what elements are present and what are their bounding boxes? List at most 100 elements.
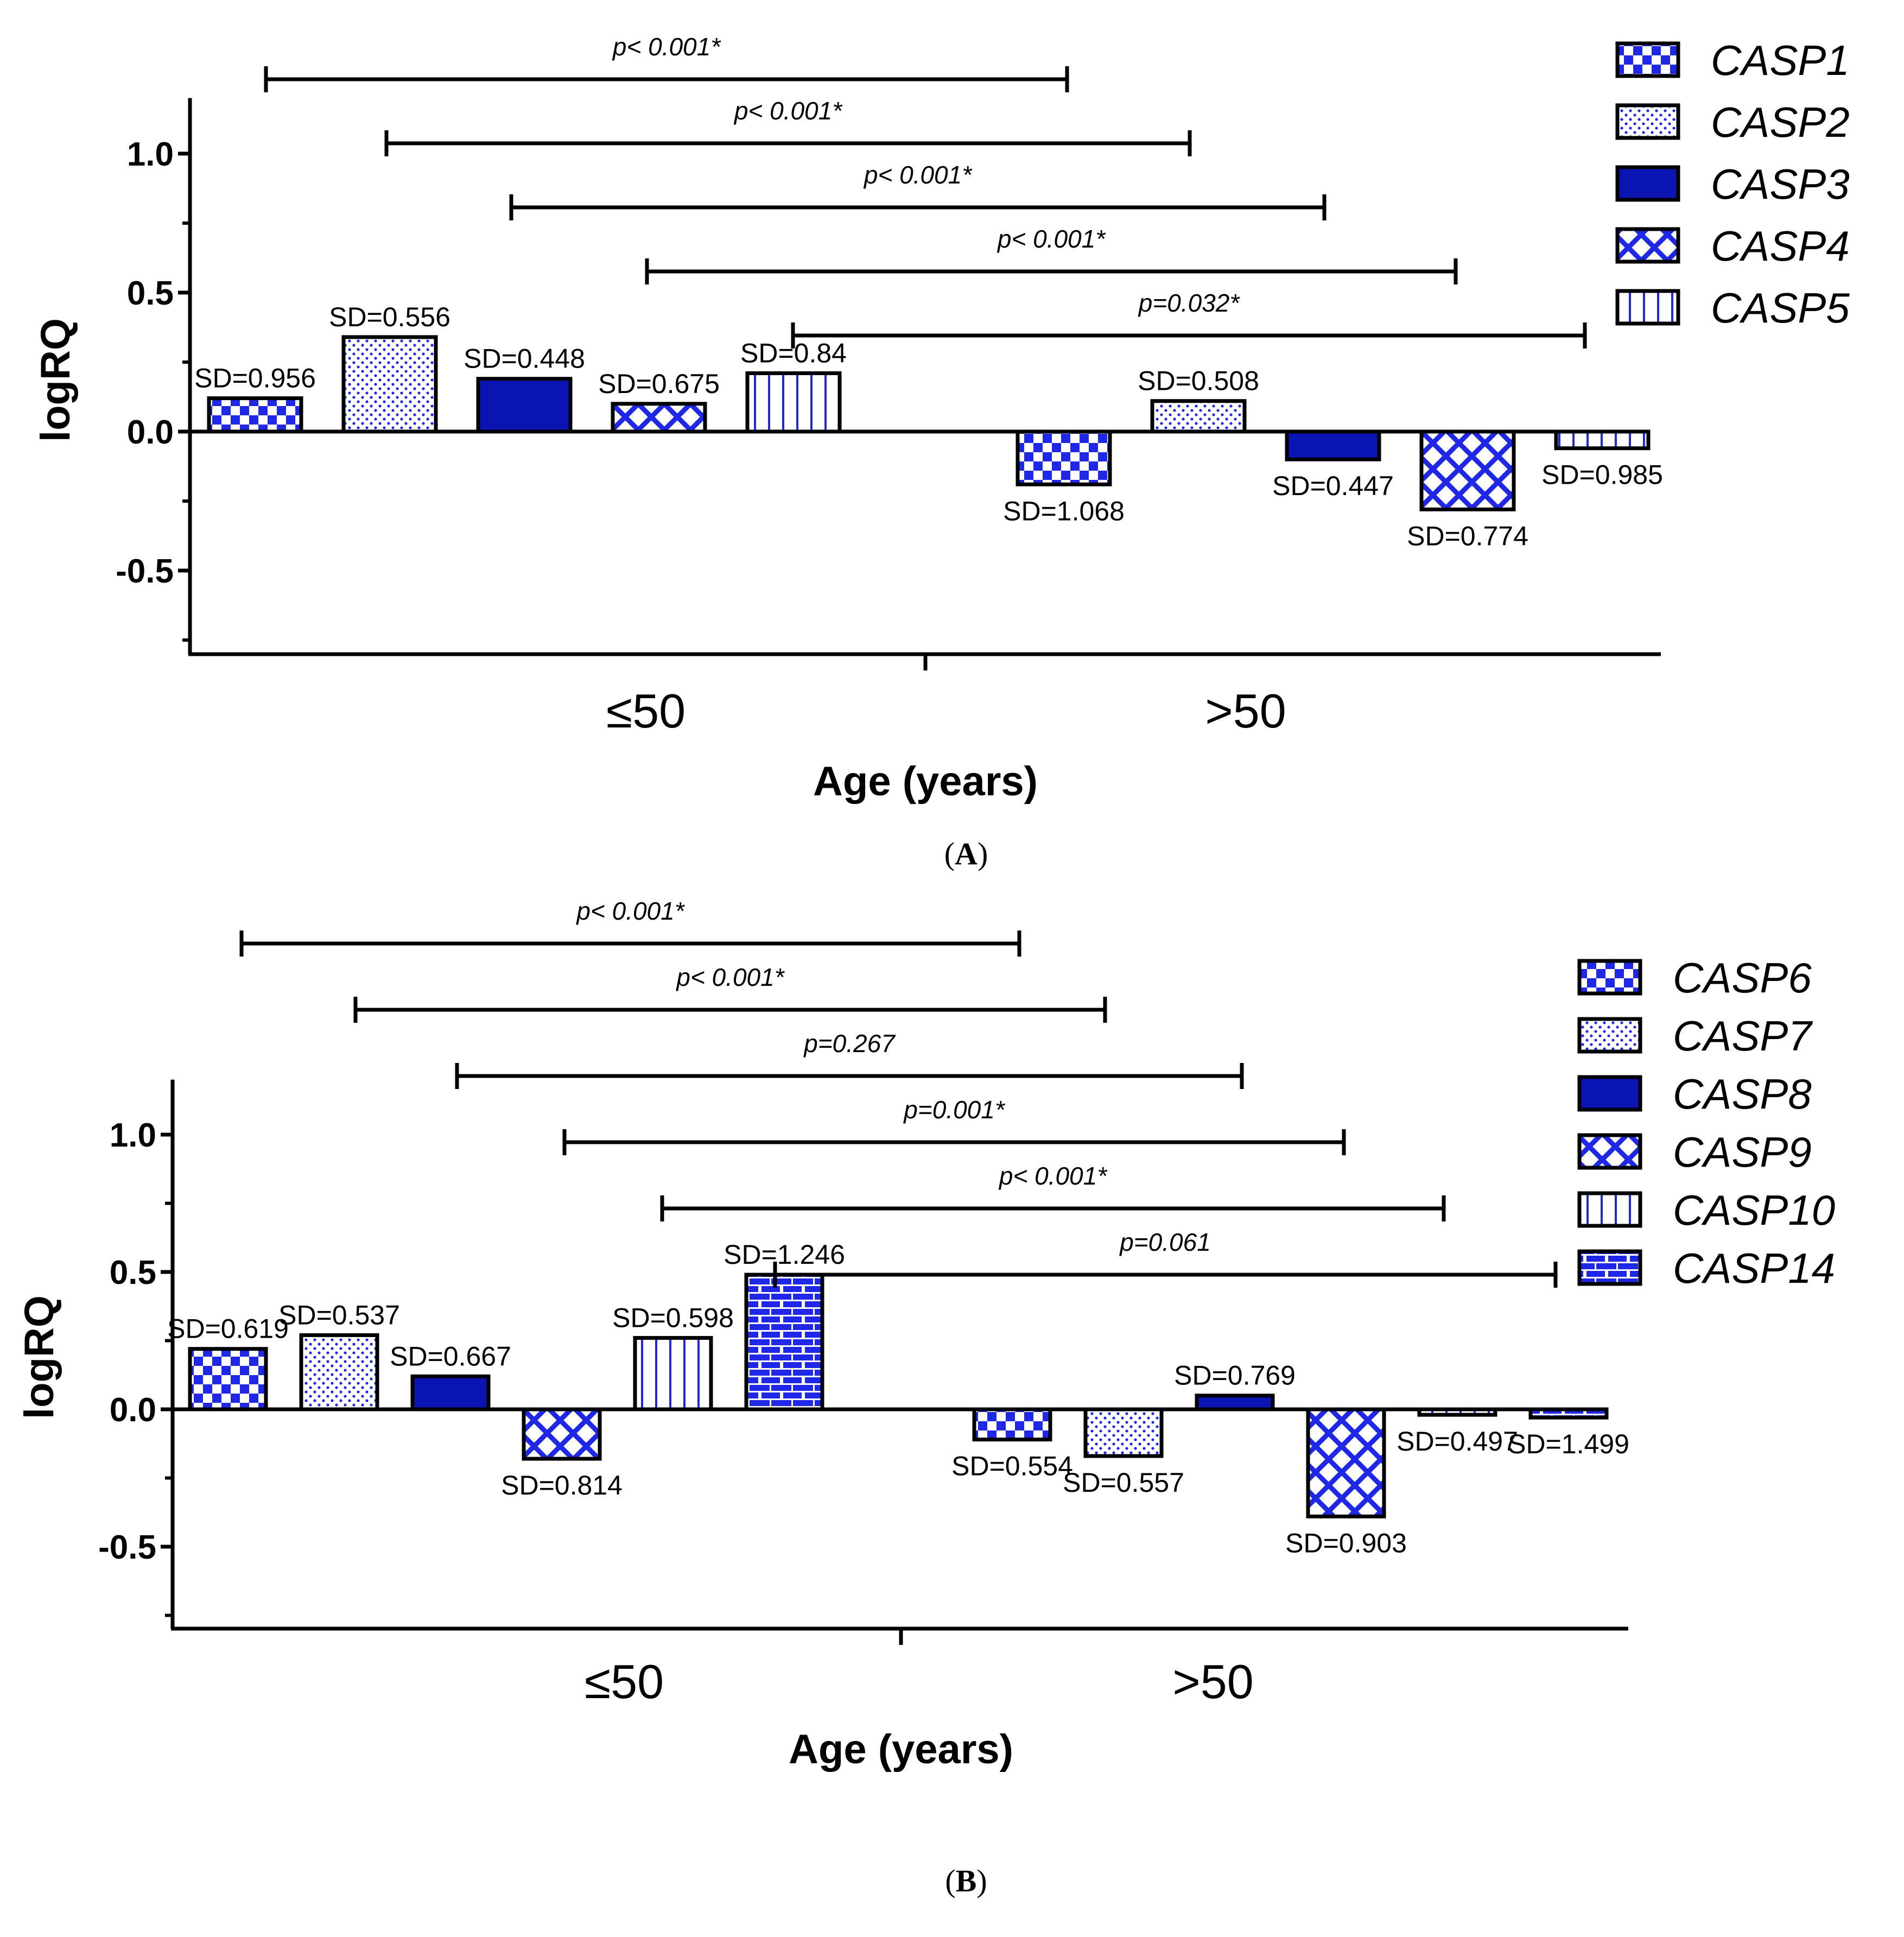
bar-casp1-le50 xyxy=(207,396,303,434)
legend-swatch xyxy=(1577,1075,1642,1112)
p-value-label: p< 0.001* xyxy=(575,897,685,925)
bar-casp2-gt50 xyxy=(1150,399,1247,434)
bar-casp4-gt50 xyxy=(1419,429,1516,511)
sd-label-casp6-le50: SD=0.619 xyxy=(167,1314,289,1344)
legend-entry-casp4: CASP4 xyxy=(1615,222,1850,270)
panel-a-caption-letter: A xyxy=(955,836,978,871)
sd-label-casp2-gt50: SD=0.508 xyxy=(1138,366,1259,396)
legend-entry-casp2: CASP2 xyxy=(1615,98,1850,146)
legend-entry-casp5: CASP5 xyxy=(1615,284,1850,332)
sd-label-casp6-gt50: SD=0.554 xyxy=(951,1451,1073,1482)
sd-label-casp10-gt50: SD=0.497 xyxy=(1397,1426,1518,1457)
panel-b-y-axis-label: logRQ xyxy=(16,1295,62,1419)
p-value-label: p=0.061 xyxy=(1119,1228,1211,1256)
significance-bracket-casp8: p=0.267 xyxy=(455,1029,1244,1089)
sd-label-casp8-le50: SD=0.667 xyxy=(390,1341,511,1371)
panel-a-y-axis-label: logRQ xyxy=(33,318,79,442)
bar-casp10-le50 xyxy=(633,1335,713,1411)
legend-swatch xyxy=(1615,165,1680,202)
sd-label-casp9-le50: SD=0.814 xyxy=(501,1470,623,1501)
bar-casp5-gt50 xyxy=(1554,429,1651,451)
panel-a-x-axis-label: Age (years) xyxy=(813,758,1038,805)
panel-b-caption-letter: B xyxy=(956,1863,977,1898)
panel-a-caption-close: ) xyxy=(978,836,988,871)
significance-bracket-casp3: p< 0.001* xyxy=(509,161,1327,220)
significance-bracket-casp10: p< 0.001* xyxy=(660,1162,1446,1221)
bar-casp4-le50 xyxy=(611,402,707,434)
panel-a-ytick-label: -0.5 xyxy=(116,553,174,590)
legend-entry-casp6: CASP6 xyxy=(1577,954,1812,1002)
legend-label: CASP3 xyxy=(1711,160,1850,208)
panel-a-caption: (A) xyxy=(944,836,988,871)
p-value-label: p=0.001* xyxy=(903,1096,1006,1124)
legend-swatch xyxy=(1577,1017,1642,1054)
bar-casp9-gt50 xyxy=(1306,1407,1386,1518)
bar-casp2-le50 xyxy=(341,335,438,434)
sd-label-casp10-le50: SD=0.598 xyxy=(612,1302,734,1333)
bar-casp3-gt50 xyxy=(1285,429,1381,461)
legend-swatch xyxy=(1615,41,1680,78)
panel-b-caption: (B) xyxy=(945,1863,987,1898)
p-value-label: p< 0.001* xyxy=(733,97,843,125)
p-value-label: p< 0.001* xyxy=(998,1162,1108,1190)
bar-casp8-gt50 xyxy=(1195,1394,1275,1411)
bar-casp14-le50 xyxy=(744,1273,824,1411)
legend-label: CASP7 xyxy=(1673,1012,1813,1060)
bar-casp1-gt50 xyxy=(1016,429,1112,486)
bar-casp5-le50 xyxy=(745,371,842,434)
sd-label-casp8-gt50: SD=0.769 xyxy=(1174,1360,1296,1391)
legend-label: CASP1 xyxy=(1711,36,1850,84)
legend-entry-casp9: CASP9 xyxy=(1577,1128,1812,1176)
significance-bracket-casp1: p< 0.001* xyxy=(264,33,1069,92)
panel-a-ytick-label: 0.5 xyxy=(127,275,174,312)
chart-panel-b: 1.0 0.5 0.0 -0.5 logRQ Age (years) ≤50 >50 SD=0.… xyxy=(16,897,1835,1773)
legend-entry-casp1: CASP1 xyxy=(1615,36,1850,84)
panel-b-x-axis-label: Age (years) xyxy=(789,1726,1013,1773)
legend-label: CASP2 xyxy=(1711,98,1850,146)
legend-label: CASP8 xyxy=(1673,1070,1812,1118)
legend-swatch xyxy=(1577,1249,1642,1286)
legend-swatch xyxy=(1577,1133,1642,1170)
significance-bracket-casp2: p< 0.001* xyxy=(384,97,1192,156)
panel-b-caption-close: ) xyxy=(976,1863,987,1898)
panel-b-ytick-label: 0.0 xyxy=(110,1391,156,1429)
bar-casp7-gt50 xyxy=(1083,1407,1164,1458)
p-value-label: p=0.032* xyxy=(1138,289,1241,317)
legend-swatch xyxy=(1615,103,1680,140)
significance-bracket-casp5: p=0.032* xyxy=(791,289,1587,349)
legend-swatch xyxy=(1577,959,1642,996)
sd-label-casp3-le50: SD=0.448 xyxy=(464,344,585,374)
significance-bracket-casp6: p< 0.001* xyxy=(239,897,1021,957)
legend-label: CASP6 xyxy=(1673,954,1812,1002)
legend-swatch xyxy=(1577,1191,1642,1228)
chart-panel-a: 1.0 0.5 0.0 -0.5 logRQ Age (years) ≤50 >50 SD=0.… xyxy=(33,33,1850,805)
bar-casp6-le50 xyxy=(188,1347,268,1411)
bar-casp9-le50 xyxy=(522,1407,602,1461)
legend-entry-casp8: CASP8 xyxy=(1577,1070,1812,1118)
panel-a-ytick-label: 1.0 xyxy=(127,136,174,173)
sd-label-casp1-le50: SD=0.956 xyxy=(194,363,316,394)
panel-b-caption-open: ( xyxy=(945,1863,955,1898)
bar-casp8-le50 xyxy=(410,1374,491,1411)
sd-label-casp3-gt50: SD=0.447 xyxy=(1272,471,1394,501)
sd-label-casp7-le50: SD=0.537 xyxy=(278,1300,400,1330)
legend-entry-casp7: CASP7 xyxy=(1577,1012,1813,1060)
significance-bracket-casp14: p=0.061 xyxy=(773,1228,1558,1288)
legend-swatch xyxy=(1615,227,1680,264)
panel-b-ytick-label: 1.0 xyxy=(110,1117,156,1154)
legend-entry-casp10: CASP10 xyxy=(1577,1186,1835,1234)
legend-label: CASP14 xyxy=(1673,1244,1835,1292)
sd-label-casp7-gt50: SD=0.557 xyxy=(1063,1467,1184,1498)
legend-label: CASP10 xyxy=(1673,1186,1835,1234)
p-value-label: p=0.267 xyxy=(803,1029,896,1058)
panel-b-category-label: >50 xyxy=(1172,1655,1253,1708)
legend-label: CASP5 xyxy=(1711,284,1850,332)
significance-bracket-casp9: p=0.001* xyxy=(562,1096,1346,1155)
p-value-label: p< 0.001* xyxy=(863,161,973,189)
legend-label: CASP4 xyxy=(1711,222,1850,270)
legend-swatch xyxy=(1615,289,1680,326)
bar-casp7-le50 xyxy=(299,1333,379,1411)
p-value-label: p< 0.001* xyxy=(612,33,721,61)
legend-label: CASP9 xyxy=(1673,1128,1812,1176)
